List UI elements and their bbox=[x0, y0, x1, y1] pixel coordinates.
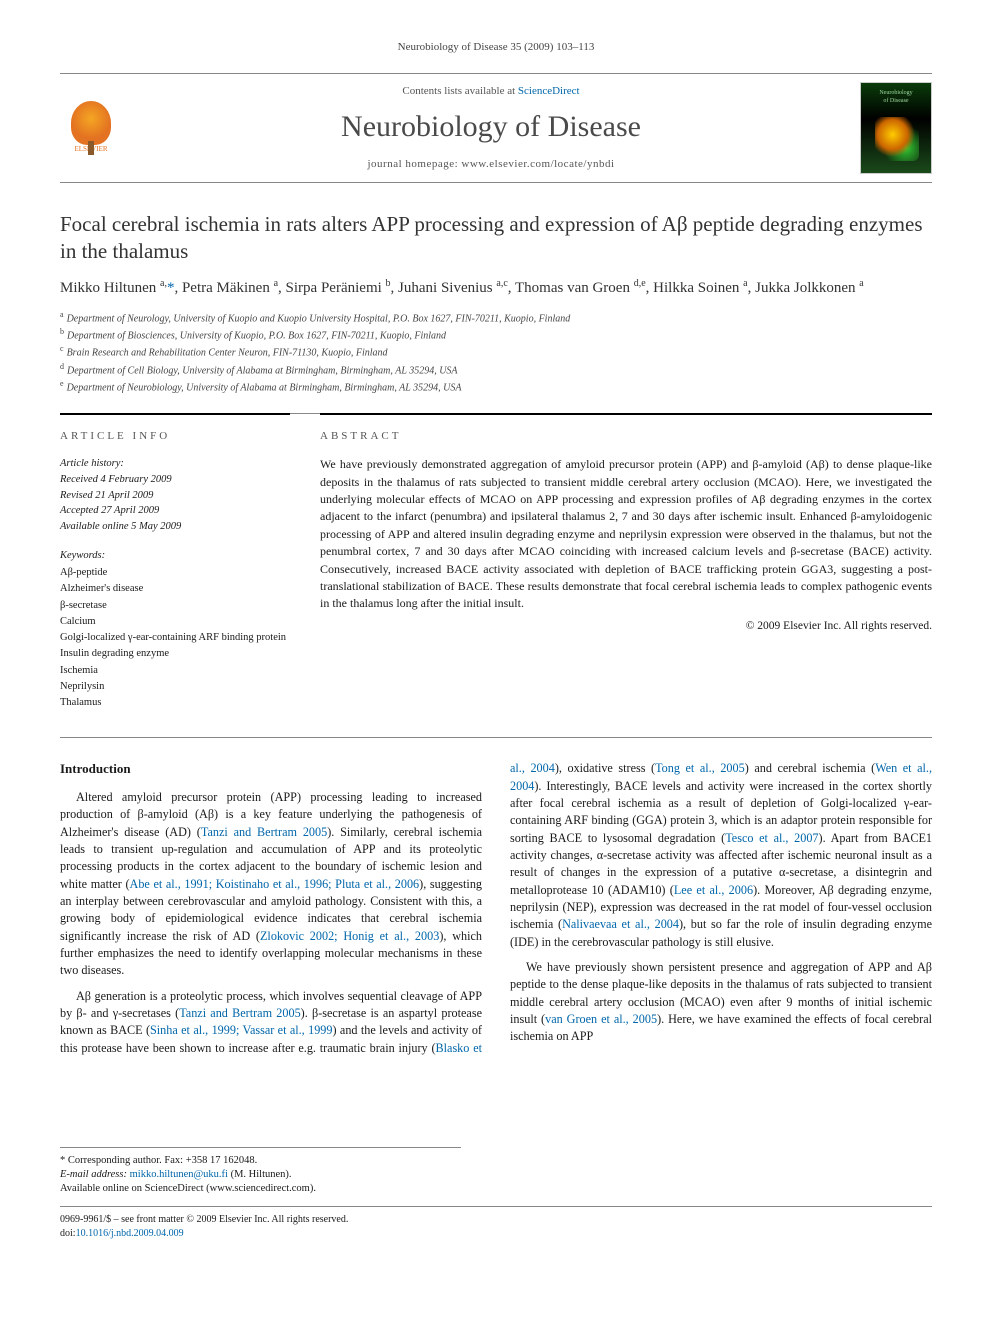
received-date: Received 4 February 2009 bbox=[60, 472, 290, 488]
citation-link[interactable]: Abe et al., 1991; Koistinaho et al., 199… bbox=[130, 877, 420, 891]
keyword-item: Golgi-localized γ-ear-containing ARF bin… bbox=[60, 630, 290, 646]
sciencedirect-link[interactable]: ScienceDirect bbox=[518, 85, 580, 97]
keyword-item: Neprilysin bbox=[60, 679, 290, 695]
email-suffix: (M. Hiltunen). bbox=[228, 1169, 292, 1180]
keyword-item: Aβ-peptide bbox=[60, 565, 290, 581]
info-abstract-row: article info Article history: Received 4… bbox=[60, 413, 932, 711]
email-link[interactable]: mikko.hiltunen@uku.fi bbox=[130, 1169, 228, 1180]
affiliation-line: dDepartment of Cell Biology, University … bbox=[60, 361, 932, 378]
online-date: Available online 5 May 2009 bbox=[60, 519, 290, 535]
affiliation-line: aDepartment of Neurology, University of … bbox=[60, 309, 932, 326]
body-text: ) and cerebral ischemia ( bbox=[745, 761, 875, 775]
affiliation-line: eDepartment of Neurobiology, University … bbox=[60, 378, 932, 395]
keyword-item: Ischemia bbox=[60, 663, 290, 679]
affiliations: aDepartment of Neurology, University of … bbox=[60, 309, 932, 396]
abstract-column: abstract We have previously demonstrated… bbox=[320, 413, 932, 711]
history-label: Article history: bbox=[60, 456, 290, 472]
journal-cover-thumbnail: Neurobiologyof Disease bbox=[860, 82, 932, 174]
email-label: E-mail address: bbox=[60, 1169, 130, 1180]
citation-link[interactable]: Tesco et al., 2007 bbox=[725, 831, 818, 845]
doi-label: doi: bbox=[60, 1228, 76, 1239]
citation-link[interactable]: Tanzi and Bertram 2005 bbox=[201, 825, 327, 839]
journal-homepage-line: journal homepage: www.elsevier.com/locat… bbox=[136, 157, 846, 172]
citation-link[interactable]: Lee et al., 2006 bbox=[674, 883, 753, 897]
issn-line: 0969-9961/$ – see front matter © 2009 El… bbox=[60, 1213, 348, 1227]
abstract-heading: abstract bbox=[320, 429, 932, 444]
masthead-center: Contents lists available at ScienceDirec… bbox=[136, 84, 846, 172]
citation-link[interactable]: Nalivaevaa et al., 2004 bbox=[562, 917, 679, 931]
citation-link[interactable]: van Groen et al., 2005 bbox=[545, 1012, 657, 1026]
keyword-item: Insulin degrading enzyme bbox=[60, 646, 290, 662]
elsevier-tree-icon bbox=[71, 101, 111, 145]
contents-available-line: Contents lists available at ScienceDirec… bbox=[136, 84, 846, 99]
corresponding-author-footer: * Corresponding author. Fax: +358 17 162… bbox=[60, 1147, 461, 1197]
author-list: Mikko Hiltunen a,*, Petra Mäkinen a, Sir… bbox=[60, 277, 932, 298]
keyword-item: Alzheimer's disease bbox=[60, 581, 290, 597]
issn-copyright-block: 0969-9961/$ – see front matter © 2009 El… bbox=[60, 1213, 348, 1240]
body-text: ), oxidative stress ( bbox=[555, 761, 655, 775]
keywords-list: Aβ-peptideAlzheimer's diseaseβ-secretase… bbox=[60, 565, 290, 711]
body-paragraph: Altered amyloid precursor protein (APP) … bbox=[60, 789, 482, 980]
body-paragraph: We have previously shown persistent pres… bbox=[510, 959, 932, 1046]
corresponding-email-line: E-mail address: mikko.hiltunen@uku.fi (M… bbox=[60, 1168, 461, 1182]
accepted-date: Accepted 27 April 2009 bbox=[60, 503, 290, 519]
doi-line: doi:10.1016/j.nbd.2009.04.009 bbox=[60, 1227, 348, 1241]
journal-name: Neurobiology of Disease bbox=[136, 107, 846, 148]
body-two-column: Introduction Altered amyloid precursor p… bbox=[60, 760, 932, 1056]
article-info-heading: article info bbox=[60, 429, 290, 444]
doi-link[interactable]: 10.1016/j.nbd.2009.04.009 bbox=[76, 1228, 184, 1239]
citation-link[interactable]: Zlokovic 2002; Honig et al., 2003 bbox=[260, 929, 439, 943]
keyword-item: Thalamus bbox=[60, 695, 290, 711]
keyword-item: β-secretase bbox=[60, 598, 290, 614]
abstract-copyright: © 2009 Elsevier Inc. All rights reserved… bbox=[320, 619, 932, 635]
introduction-heading: Introduction bbox=[60, 760, 482, 778]
elsevier-logo: ELSEVIER bbox=[60, 93, 122, 163]
article-title: Focal cerebral ischemia in rats alters A… bbox=[60, 211, 932, 266]
abstract-text: We have previously demonstrated aggregat… bbox=[320, 456, 932, 613]
journal-masthead: ELSEVIER Contents lists available at Sci… bbox=[60, 73, 932, 183]
body-text: ). β- bbox=[301, 1006, 323, 1020]
article-history: Article history: Received 4 February 200… bbox=[60, 456, 290, 535]
contents-prefix: Contents lists available at bbox=[402, 85, 517, 97]
available-online-line: Available online on ScienceDirect (www.s… bbox=[60, 1182, 461, 1196]
citation-link[interactable]: Tanzi and Bertram 2005 bbox=[179, 1006, 300, 1020]
citation-link[interactable]: Tong et al., 2005 bbox=[655, 761, 745, 775]
article-info-column: article info Article history: Received 4… bbox=[60, 413, 290, 711]
keywords-label: Keywords: bbox=[60, 549, 290, 563]
running-head: Neurobiology of Disease 35 (2009) 103–11… bbox=[60, 40, 932, 55]
affiliation-line: bDepartment of Biosciences, University o… bbox=[60, 326, 932, 343]
citation-link[interactable]: Sinha et al., 1999; Vassar et al., 1999 bbox=[150, 1023, 332, 1037]
revised-date: Revised 21 April 2009 bbox=[60, 488, 290, 504]
affiliation-line: cBrain Research and Rehabilitation Cente… bbox=[60, 343, 932, 360]
corresponding-fax: * Corresponding author. Fax: +358 17 162… bbox=[60, 1154, 461, 1168]
section-divider bbox=[60, 737, 932, 738]
page: Neurobiology of Disease 35 (2009) 103–11… bbox=[0, 0, 992, 1270]
page-bottom-line: 0969-9961/$ – see front matter © 2009 El… bbox=[60, 1206, 932, 1240]
keyword-item: Calcium bbox=[60, 614, 290, 630]
